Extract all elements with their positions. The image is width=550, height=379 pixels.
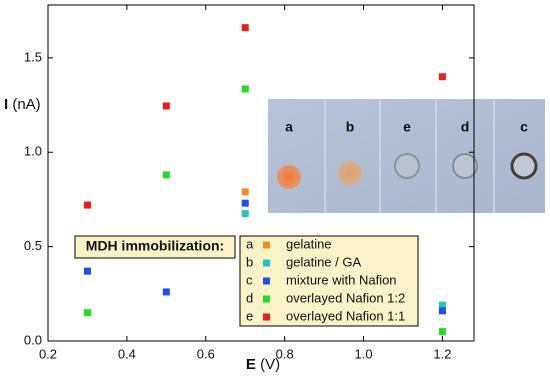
marker	[438, 301, 446, 309]
marker	[438, 73, 446, 81]
legend-swatch	[263, 241, 270, 249]
legend-label: gelatine / GA	[286, 254, 361, 269]
y-label-unit: (nA)	[12, 96, 40, 113]
marker	[83, 201, 91, 209]
plot-frame	[47, 4, 475, 342]
marker	[241, 85, 249, 93]
legend-label: overlayed Nafion 1:1	[286, 308, 405, 323]
legend-label: overlayed Nafion 1:2	[286, 290, 405, 305]
marker	[241, 199, 249, 207]
legend-title-box	[74, 235, 236, 259]
legend-title: MDH immobilization:	[86, 238, 224, 254]
x-axis-label: E (V)	[246, 356, 280, 373]
photo-label: b	[346, 119, 355, 135]
y-tick-label: 1.0	[24, 144, 42, 159]
marker	[438, 307, 446, 315]
marker	[241, 210, 249, 218]
photo-label: d	[461, 119, 470, 135]
y-axis-label: I (nA)	[4, 96, 41, 113]
photo-label: e	[403, 119, 411, 135]
legend-letter: d	[246, 290, 253, 305]
legend-swatch	[263, 259, 270, 267]
inset-photo	[268, 99, 545, 213]
marker	[83, 309, 91, 317]
x-label-unit: (V)	[260, 356, 280, 373]
legend-letter: b	[246, 254, 253, 269]
x-tick-label: 0.2	[39, 346, 57, 361]
marker	[162, 102, 170, 110]
x-tick-label: 0.8	[276, 346, 294, 361]
photo-label: a	[285, 119, 293, 135]
y-tick-label: 0.0	[24, 332, 42, 347]
legend-swatch	[263, 313, 270, 321]
x-tick-label: 1.2	[433, 346, 451, 361]
y-tick-label: 0.5	[24, 238, 42, 253]
legend-label: mixture with Nafion	[286, 272, 397, 287]
marker	[241, 188, 249, 196]
photo-label: c	[520, 119, 528, 135]
x-tick-label: 0.4	[118, 346, 136, 361]
marker	[162, 288, 170, 296]
legend-letter: c	[246, 272, 253, 287]
legend-letter: e	[246, 308, 253, 323]
x-tick-label: 0.6	[197, 346, 215, 361]
y-label-symbol: I	[4, 96, 8, 113]
marker	[83, 267, 91, 275]
legend-swatch	[263, 277, 270, 285]
legend-letter: a	[246, 236, 254, 251]
y-tick-label: 1.5	[24, 49, 42, 64]
marker	[241, 24, 249, 32]
legend-swatch	[263, 295, 270, 303]
x-label-symbol: E	[246, 356, 256, 373]
legend-label: gelatine	[286, 236, 332, 251]
marker	[162, 171, 170, 179]
marker	[438, 328, 446, 336]
x-tick-label: 1.0	[355, 346, 373, 361]
